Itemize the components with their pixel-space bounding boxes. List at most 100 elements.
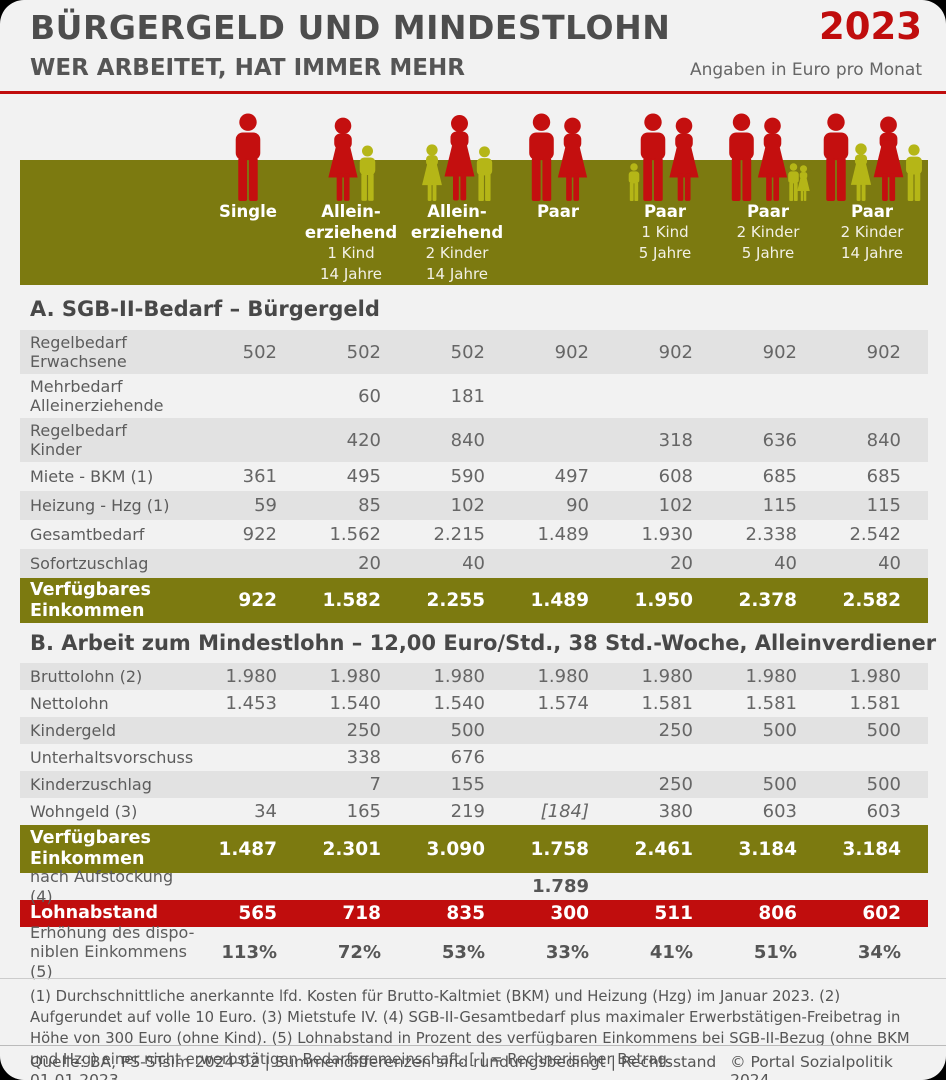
cell-value: 250 <box>658 774 693 795</box>
cell-value: 250 <box>346 720 381 741</box>
column-header-detail: 1 Kind <box>641 223 689 241</box>
cell-value: 20 <box>670 553 693 574</box>
column-header-detail: 5 Jahre <box>638 244 692 262</box>
cell-value: 502 <box>346 341 381 363</box>
cell-value: 2.255 <box>426 590 485 611</box>
page-title: BÜRGERGELD UND MINDESTLOHN <box>30 8 671 47</box>
cell-value: 922 <box>242 524 277 545</box>
cell-value: 685 <box>762 466 797 487</box>
cell-value: 840 <box>450 429 485 451</box>
cell-value: 165 <box>346 801 381 822</box>
table-row: Heizung - Hzg (1) 59 85 102 90 102 115 115 <box>20 491 928 520</box>
cell-value: 603 <box>762 801 797 822</box>
cell-value: 902 <box>762 341 797 363</box>
table-row: Kindergeld 250 500 250 500 500 <box>20 717 928 744</box>
cell-value: 2.378 <box>738 590 797 611</box>
cell-value: 300 <box>550 903 589 924</box>
cell-value: 1.980 <box>745 666 797 687</box>
row-label: Wohngeld (3) <box>30 801 138 821</box>
unit-note: Angaben in Euro pro Monat <box>689 60 922 80</box>
column-header-line: Paar <box>850 202 894 221</box>
cell-value: 1.581 <box>745 693 797 714</box>
person-woman-child-icon <box>797 165 810 201</box>
column-header-line: Allein- <box>321 202 381 221</box>
footer-source: Quelle: BA, PS-STsim 2024-02 | Summendif… <box>30 1053 717 1080</box>
cell-value: 115 <box>866 495 901 516</box>
column-header-detail: 1 Kind <box>327 244 375 262</box>
header-divider <box>0 91 946 94</box>
person-man-adult-icon <box>729 113 754 201</box>
cell-value: 250 <box>658 720 693 741</box>
person-man-child-icon <box>788 163 799 201</box>
row-label: Miete - BKM (1) <box>30 466 154 486</box>
column-header-line: erziehend <box>304 223 398 242</box>
row-label: Kinderzuschlag <box>30 774 152 794</box>
cell-value: 500 <box>762 774 797 795</box>
section-b-table: Bruttolohn (2) 1.980 1.980 1.980 1.980 1.980 1… <box>20 663 928 981</box>
cell-value: 2.461 <box>634 838 693 860</box>
cell-value: 1.980 <box>433 666 485 687</box>
cell-value: 102 <box>658 495 693 516</box>
cell-value: 565 <box>238 903 277 924</box>
cell-value: 41% <box>649 941 693 963</box>
column-header-line: Paar <box>536 202 580 221</box>
cell-value: 1.789 <box>532 876 589 897</box>
cell-value: 60 <box>358 385 381 407</box>
person-woman-adult-icon <box>873 116 904 201</box>
cell-value: 155 <box>450 774 485 795</box>
column-header-detail: 14 Jahre <box>840 244 904 262</box>
cell-value: 1.581 <box>849 693 901 714</box>
table-row: Gesamtbedarf 922 1.562 2.215 1.489 1.930 2.338… <box>20 520 928 549</box>
footer: Quelle: BA, PS-STsim 2024-02 | Summendif… <box>30 1053 916 1080</box>
cell-value: 420 <box>346 429 381 451</box>
person-woman-adult-icon <box>444 115 475 201</box>
cell-value: 115 <box>762 495 797 516</box>
cell-value: 7 <box>369 774 381 795</box>
cell-value: 1.980 <box>537 666 589 687</box>
column-header-detail: 14 Jahre <box>425 265 489 283</box>
cell-value: 1.980 <box>641 666 693 687</box>
row-label: Heizung - Hzg (1) <box>30 495 170 515</box>
row-label: Gesamtbedarf <box>30 524 145 544</box>
cell-value: 53% <box>441 941 485 963</box>
cell-value: 2.301 <box>322 838 381 860</box>
table-row: Regelbedarf Kinder 420 840 318 636 840 <box>20 418 928 462</box>
cell-value: 590 <box>450 466 485 487</box>
cell-value: 2.582 <box>842 590 901 611</box>
row-label: Kindergeld <box>30 720 116 740</box>
cell-value: 51% <box>753 941 797 963</box>
person-woman-adult-icon <box>328 117 358 201</box>
cell-value: 219 <box>450 801 485 822</box>
person-woman-child-icon <box>850 143 872 201</box>
footnote-divider <box>0 978 946 979</box>
person-woman-adult-icon <box>557 117 588 201</box>
column-header-6: Paar 2 Kinder 5 Jahre <box>708 201 828 264</box>
cell-value: 1.489 <box>537 524 589 545</box>
cell-value: 603 <box>866 801 901 822</box>
family-icons-col5 <box>627 113 704 201</box>
row-label: Verfügbares Einkommen <box>30 579 151 621</box>
section-b-title: B. Arbeit zum Mindestlohn – 12,00 Euro/S… <box>30 631 937 655</box>
family-icons-col2 <box>324 117 379 201</box>
person-man-child-icon <box>906 144 922 201</box>
cell-value: 636 <box>762 429 797 451</box>
person-man-child-icon <box>628 163 640 201</box>
section-a-title: A. SGB-II-Bedarf – Bürgergeld <box>30 297 380 321</box>
cell-value: 495 <box>346 466 381 487</box>
table-row: Verfügbares Einkommen 1.487 2.301 3.090 1.758… <box>20 825 928 873</box>
cell-value: 497 <box>554 466 589 487</box>
person-woman-adult-icon <box>757 117 788 201</box>
cell-value: 502 <box>242 341 277 363</box>
cell-value: 902 <box>866 341 901 363</box>
cell-value: 40 <box>878 553 901 574</box>
cell-value: 676 <box>450 747 485 768</box>
table-row: Bruttolohn (2) 1.980 1.980 1.980 1.980 1.980 1… <box>20 663 928 690</box>
table-row: Verfügbares Einkommen 922 1.582 2.255 1.489 1.… <box>20 578 928 623</box>
column-header-1: Single <box>188 201 308 222</box>
cell-value: 500 <box>866 774 901 795</box>
cell-value: 1.540 <box>433 693 485 714</box>
cell-value: 59 <box>254 495 277 516</box>
person-man-adult-icon <box>529 113 554 201</box>
table-row: nach Aufstockung (4) 1.789 <box>20 867 928 905</box>
